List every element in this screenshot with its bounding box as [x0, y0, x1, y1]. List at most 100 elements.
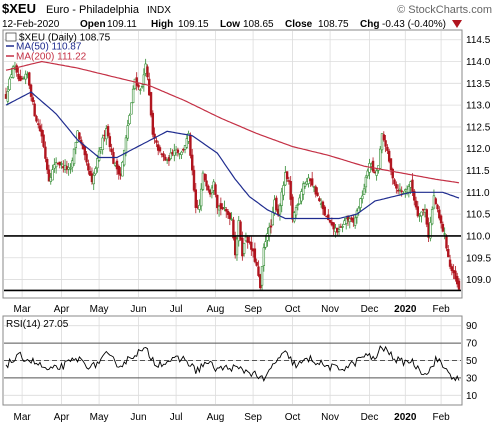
candle-body	[6, 91, 9, 102]
candle-body	[180, 151, 183, 155]
candle-body	[230, 218, 233, 220]
candle-body	[257, 266, 260, 276]
candle-body	[198, 204, 201, 210]
x-tick-label: Sep	[244, 412, 262, 423]
rsi-reference-lines	[4, 342, 461, 379]
candle-body	[148, 78, 151, 96]
x-tick-label: Mar	[13, 412, 31, 423]
candle-body	[310, 178, 314, 186]
chart-symbol: $XEU	[2, 1, 36, 16]
x-tick-label: Mar	[13, 304, 31, 315]
x-tick-label: 2020	[394, 412, 417, 423]
x-tick-label: Apr	[54, 412, 70, 423]
rsi-y-tick-label: 70	[466, 339, 478, 350]
x-tick-label: Jun	[130, 412, 146, 423]
candle-body	[387, 150, 391, 162]
candle-body	[323, 206, 326, 216]
x-tick-label: Jul	[170, 412, 183, 423]
open-label: Open	[80, 19, 106, 30]
high-label: High	[151, 19, 173, 30]
rsi-x-axis: Mar Apr May Jun Jul Aug Sep Oct Nov Dec 2020 Feb	[13, 412, 450, 423]
candle-body	[316, 192, 319, 196]
candle-body	[280, 191, 283, 206]
candle-body	[253, 248, 257, 262]
candle-body	[291, 196, 294, 220]
candle-body	[389, 158, 393, 170]
candle-body	[158, 147, 162, 152]
x-tick-label: May	[90, 412, 109, 423]
candle-body	[262, 247, 266, 266]
candle-body	[366, 170, 369, 177]
candle-body	[169, 152, 172, 159]
x-tick-label: Aug	[207, 304, 225, 315]
candle-body	[436, 204, 439, 210]
candle-body	[337, 229, 341, 232]
price-y-tick-label: 111.0	[466, 188, 490, 199]
rsi-y-tick-label: 10	[466, 391, 478, 402]
rsi-y-tick-label: 90	[466, 321, 478, 332]
candle-body	[51, 169, 54, 181]
candle-body	[225, 209, 228, 212]
close-label: Close	[285, 19, 313, 30]
candle-body	[137, 84, 140, 88]
candle-body	[146, 66, 149, 78]
x-tick-label: Jul	[170, 304, 183, 315]
candle-body	[45, 158, 49, 170]
quote-date: 12-Feb-2020	[2, 19, 60, 30]
candle-body	[398, 188, 402, 191]
candle-body	[434, 198, 437, 205]
candle-body	[128, 115, 131, 125]
legend-swatch-price	[5, 32, 17, 42]
chart-exchange: INDX	[147, 5, 171, 16]
candle-body	[443, 233, 446, 235]
price-y-axis: 109.0 109.5 110.0 110.5 111.0 111.5 112.0 112.5…	[466, 35, 491, 286]
rsi-line	[5, 345, 460, 382]
candle-body	[328, 219, 332, 223]
candle-body	[155, 140, 158, 143]
candle-body	[203, 173, 206, 181]
candle-body	[149, 92, 153, 116]
candle-body	[115, 160, 119, 170]
candle-body	[303, 182, 307, 187]
candle-body	[201, 172, 205, 190]
candle-body	[110, 148, 113, 153]
candle-body	[74, 142, 78, 148]
rsi-y-tick-label: 50	[466, 356, 478, 367]
candle-body	[40, 129, 44, 137]
candle-body	[8, 78, 11, 90]
candle-body	[207, 185, 210, 191]
candle-body	[28, 72, 31, 86]
candle-body	[235, 238, 239, 256]
candle-body	[182, 149, 185, 151]
price-y-tick-label: 112.0	[466, 144, 491, 155]
candle-body	[176, 149, 180, 153]
close-value: 108.75	[318, 19, 349, 30]
price-y-tick-label: 114.0	[466, 57, 491, 68]
low-label: Low	[220, 19, 240, 30]
candle-body	[239, 221, 242, 240]
x-tick-label: Aug	[207, 412, 225, 423]
candle-body	[191, 154, 194, 171]
candle-body	[456, 275, 459, 285]
candle-body	[223, 206, 226, 209]
down-arrow-icon	[452, 20, 462, 28]
candle-body	[69, 168, 72, 170]
watermark: © StockCharts.com	[397, 4, 492, 16]
candle-body	[375, 170, 378, 176]
legend-ma200: MA(200) 111.22	[16, 52, 87, 63]
x-tick-label: Apr	[54, 304, 70, 315]
x-tick-label: Sep	[244, 304, 262, 315]
candle-body	[287, 180, 291, 182]
candle-body	[54, 162, 58, 168]
candle-body	[94, 168, 97, 175]
candle-body	[302, 183, 305, 195]
candle-body	[341, 226, 344, 228]
candle-body	[232, 219, 235, 239]
candle-body	[289, 181, 292, 200]
candle-body	[126, 125, 129, 139]
candle-body	[296, 204, 300, 206]
candle-body	[106, 126, 110, 136]
candle-body	[78, 132, 81, 140]
candle-body	[414, 200, 418, 208]
candle-body	[362, 188, 366, 195]
